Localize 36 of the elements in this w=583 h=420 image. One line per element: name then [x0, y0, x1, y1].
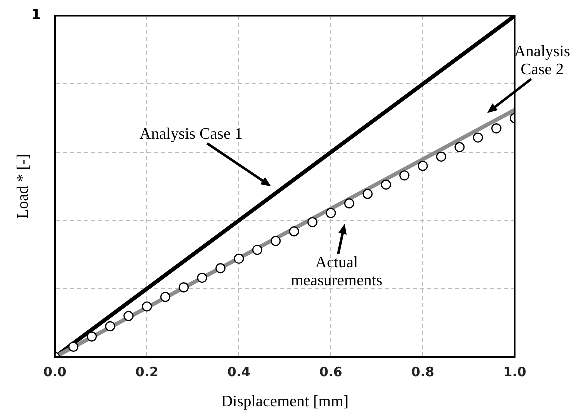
point — [418, 161, 428, 172]
x-axis-title: Displacement [mm] — [221, 394, 349, 411]
x-tick-label: 0.8 — [412, 365, 435, 380]
annotation: Analysis Case 2 — [514, 43, 570, 78]
annotation: Actual measurements — [291, 254, 383, 290]
point — [68, 342, 79, 352]
point — [142, 302, 152, 312]
point — [124, 311, 134, 322]
x-tick-label: 1.0 — [503, 365, 527, 380]
x-tick-label: 0.2 — [136, 365, 159, 380]
point — [105, 321, 116, 332]
point — [492, 123, 502, 134]
point — [326, 208, 336, 218]
point — [381, 180, 392, 190]
y-axis-title: Load * [-] — [14, 154, 32, 220]
annotation: Analysis Case 1 — [140, 126, 243, 143]
point — [362, 189, 373, 200]
point — [270, 236, 282, 246]
x-tick-label: 0.6 — [320, 365, 343, 380]
point — [473, 132, 484, 143]
x-tick-label: 0.0 — [44, 365, 67, 380]
point — [178, 282, 190, 293]
point — [308, 217, 318, 228]
point — [289, 226, 300, 237]
point — [86, 332, 98, 342]
point — [454, 142, 465, 152]
x-tick-label: 0.4 — [228, 365, 251, 380]
point — [234, 254, 244, 264]
point — [216, 263, 226, 274]
point — [160, 292, 171, 302]
point — [400, 170, 410, 181]
point — [436, 152, 447, 162]
point — [197, 272, 208, 284]
point — [344, 198, 355, 209]
text: 1 — [31, 8, 42, 24]
point — [252, 244, 263, 256]
